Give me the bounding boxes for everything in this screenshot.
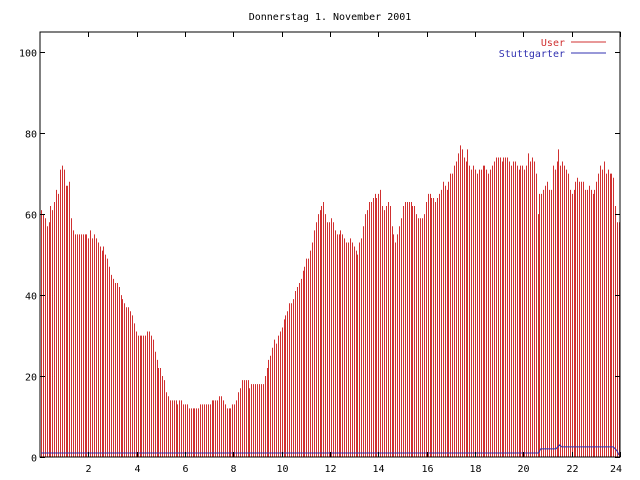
- x-tick-label: 2: [85, 464, 91, 475]
- legend-label-stuttgarter: Stuttgarter: [499, 49, 565, 60]
- x-tick-label: 10: [276, 464, 288, 475]
- y-tick-label: 80: [25, 130, 37, 141]
- x-tick-label: 12: [324, 464, 336, 475]
- x-tick-label: 4: [134, 464, 140, 475]
- x-tick-label: 6: [182, 464, 188, 475]
- y-tick-label: 0: [31, 454, 37, 465]
- user-bars: [41, 145, 620, 457]
- y-tick-label: 40: [25, 292, 37, 303]
- legend-label-user: User: [541, 38, 565, 49]
- legend: User Stuttgarter: [499, 38, 606, 60]
- x-tick-label: 22: [566, 464, 578, 475]
- x-tick-label: 14: [372, 464, 384, 475]
- y-tick-label: 100: [19, 49, 37, 60]
- y-tick-label: 20: [25, 373, 37, 384]
- x-tick-label: 16: [421, 464, 433, 475]
- x-tick-label: 20: [517, 464, 529, 475]
- x-tick-label: 8: [230, 464, 236, 475]
- y-tick-label: 60: [25, 211, 37, 222]
- x-tick-label: 24: [610, 464, 622, 475]
- chart-title: Donnerstag 1. November 2001: [249, 12, 412, 23]
- x-tick-label: 18: [469, 464, 481, 475]
